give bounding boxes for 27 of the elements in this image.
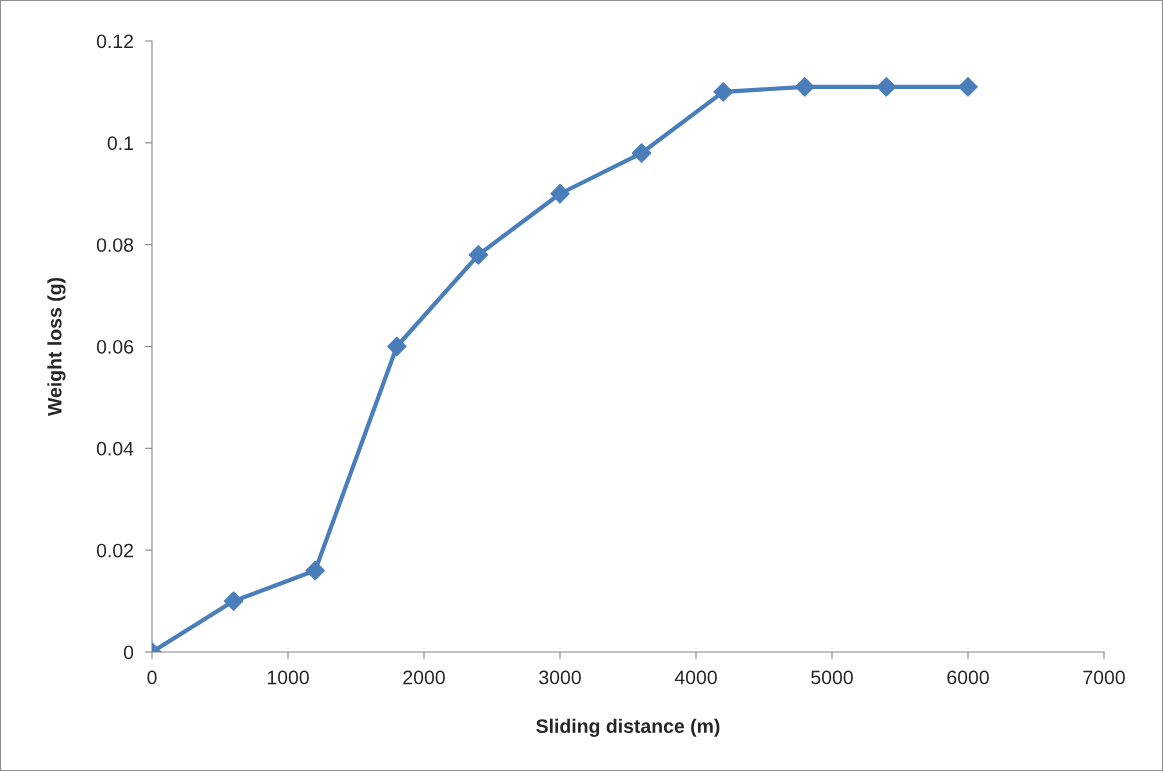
point	[876, 76, 897, 97]
point	[305, 560, 326, 581]
y-tick-label: 0.1	[107, 136, 133, 151]
y-axis-title: Weight loss (g)	[47, 277, 66, 416]
x-tick-label: 4000	[674, 670, 717, 685]
x-tick-label: 3000	[539, 670, 581, 685]
point	[550, 183, 570, 204]
y-tick-label: 0	[123, 645, 134, 660]
y-tick-label: 0.04	[96, 441, 134, 456]
x-tick-label: 1000	[267, 670, 309, 685]
y-tick-label: 0.08	[96, 238, 134, 252]
point	[386, 336, 407, 357]
y-tick-label: 0.02	[96, 543, 133, 558]
point	[713, 82, 734, 102]
y-tick-label: 0.06	[96, 339, 134, 354]
point	[223, 591, 244, 611]
x-tick-label: 7000	[1083, 670, 1125, 685]
x-axis-title: Sliding distance (m)	[536, 718, 720, 737]
point	[631, 143, 652, 163]
x-tick-label: 6000	[947, 670, 989, 685]
x-tick-label: 2000	[403, 670, 445, 685]
x-tick-label: 5000	[811, 670, 853, 685]
point	[468, 245, 489, 265]
x-tick-label: 0	[147, 670, 157, 685]
point	[794, 76, 815, 97]
y-tick-label: 0.12	[96, 34, 133, 49]
point	[958, 76, 978, 97]
